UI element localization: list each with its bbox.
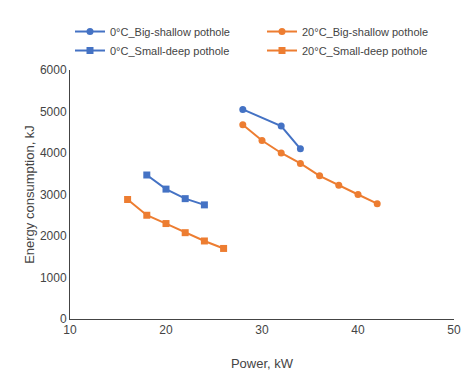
svg-text:30: 30 [255,323,269,337]
svg-text:10: 10 [63,323,77,337]
svg-text:0°C_Small-deep pothole: 0°C_Small-deep pothole [110,45,229,57]
svg-text:Energy consumption, kJ: Energy consumption, kJ [22,125,37,264]
svg-text:40: 40 [351,323,365,337]
svg-text:1000: 1000 [40,271,67,285]
svg-text:50: 50 [447,323,461,337]
svg-text:5000: 5000 [40,105,67,119]
svg-text:20°C_Small-deep pothole: 20°C_Small-deep pothole [302,45,427,57]
svg-text:0: 0 [60,312,67,326]
svg-text:Power, kW: Power, kW [231,356,294,371]
svg-text:20°C_Big-shallow pothole: 20°C_Big-shallow pothole [302,26,428,38]
svg-text:3000: 3000 [40,188,67,202]
svg-text:0°C_Big-shallow pothole: 0°C_Big-shallow pothole [110,26,230,38]
svg-text:6000: 6000 [40,63,67,77]
svg-text:2000: 2000 [40,229,67,243]
svg-text:4000: 4000 [40,146,67,160]
svg-text:20: 20 [159,323,173,337]
